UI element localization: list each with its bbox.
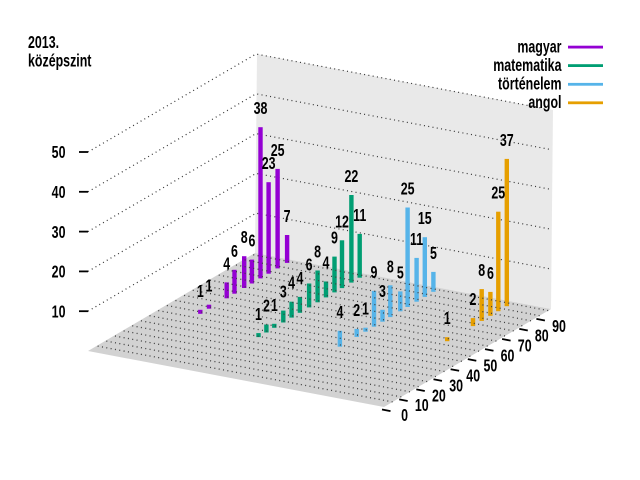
svg-text:2: 2 [353,301,360,321]
svg-text:4: 4 [336,303,343,323]
svg-text:1: 1 [444,309,451,329]
svg-text:1: 1 [271,296,278,316]
svg-text:8: 8 [387,257,394,277]
svg-text:20: 20 [52,262,66,282]
svg-text:23: 23 [262,154,276,174]
svg-text:10: 10 [415,396,429,416]
svg-text:37: 37 [500,131,514,151]
svg-text:25: 25 [401,179,415,199]
svg-text:11: 11 [410,230,423,250]
svg-text:8: 8 [478,261,485,281]
svg-text:30: 30 [449,376,463,396]
svg-text:12: 12 [335,212,349,232]
svg-text:történelem: történelem [498,74,561,94]
svg-text:1: 1 [255,305,262,325]
svg-text:3: 3 [280,282,287,302]
svg-text:38: 38 [254,99,268,119]
svg-text:4: 4 [323,253,330,273]
svg-text:4: 4 [223,254,230,274]
svg-text:90: 90 [552,317,566,337]
svg-text:magyar: magyar [517,37,561,57]
svg-text:20: 20 [432,386,446,406]
svg-text:angol: angol [528,93,561,113]
svg-text:10: 10 [52,302,66,322]
svg-text:2013.: 2013. [28,33,59,53]
svg-text:70: 70 [518,336,532,356]
svg-text:40: 40 [52,183,66,203]
svg-text:6: 6 [231,242,238,262]
svg-text:25: 25 [271,141,285,161]
svg-text:9: 9 [331,228,338,248]
svg-text:5: 5 [430,244,437,264]
svg-text:4: 4 [288,274,295,294]
svg-text:50: 50 [483,356,497,376]
svg-text:4: 4 [296,269,303,289]
svg-text:11: 11 [353,206,366,226]
svg-text:2: 2 [470,290,477,310]
svg-text:6: 6 [487,264,494,284]
svg-text:22: 22 [344,167,358,187]
svg-text:25: 25 [491,184,505,204]
svg-text:80: 80 [535,327,549,347]
svg-text:15: 15 [418,209,432,229]
svg-text:30: 30 [52,223,66,243]
svg-text:8: 8 [241,228,248,248]
svg-text:3: 3 [379,282,386,302]
svg-text:6: 6 [306,255,313,275]
svg-text:7: 7 [284,207,291,227]
svg-text:40: 40 [466,366,480,386]
svg-text:középszint: középszint [28,51,91,71]
svg-text:5: 5 [397,263,404,283]
svg-text:50: 50 [52,143,66,163]
svg-text:6: 6 [248,231,255,251]
svg-text:1: 1 [197,282,204,302]
svg-text:2: 2 [263,296,270,316]
svg-text:1: 1 [206,277,213,297]
svg-text:60: 60 [501,346,515,366]
svg-text:matematika: matematika [493,56,562,76]
svg-text:1: 1 [362,300,369,320]
svg-text:9: 9 [371,263,378,283]
svg-text:0: 0 [401,406,408,426]
svg-text:8: 8 [314,242,321,262]
